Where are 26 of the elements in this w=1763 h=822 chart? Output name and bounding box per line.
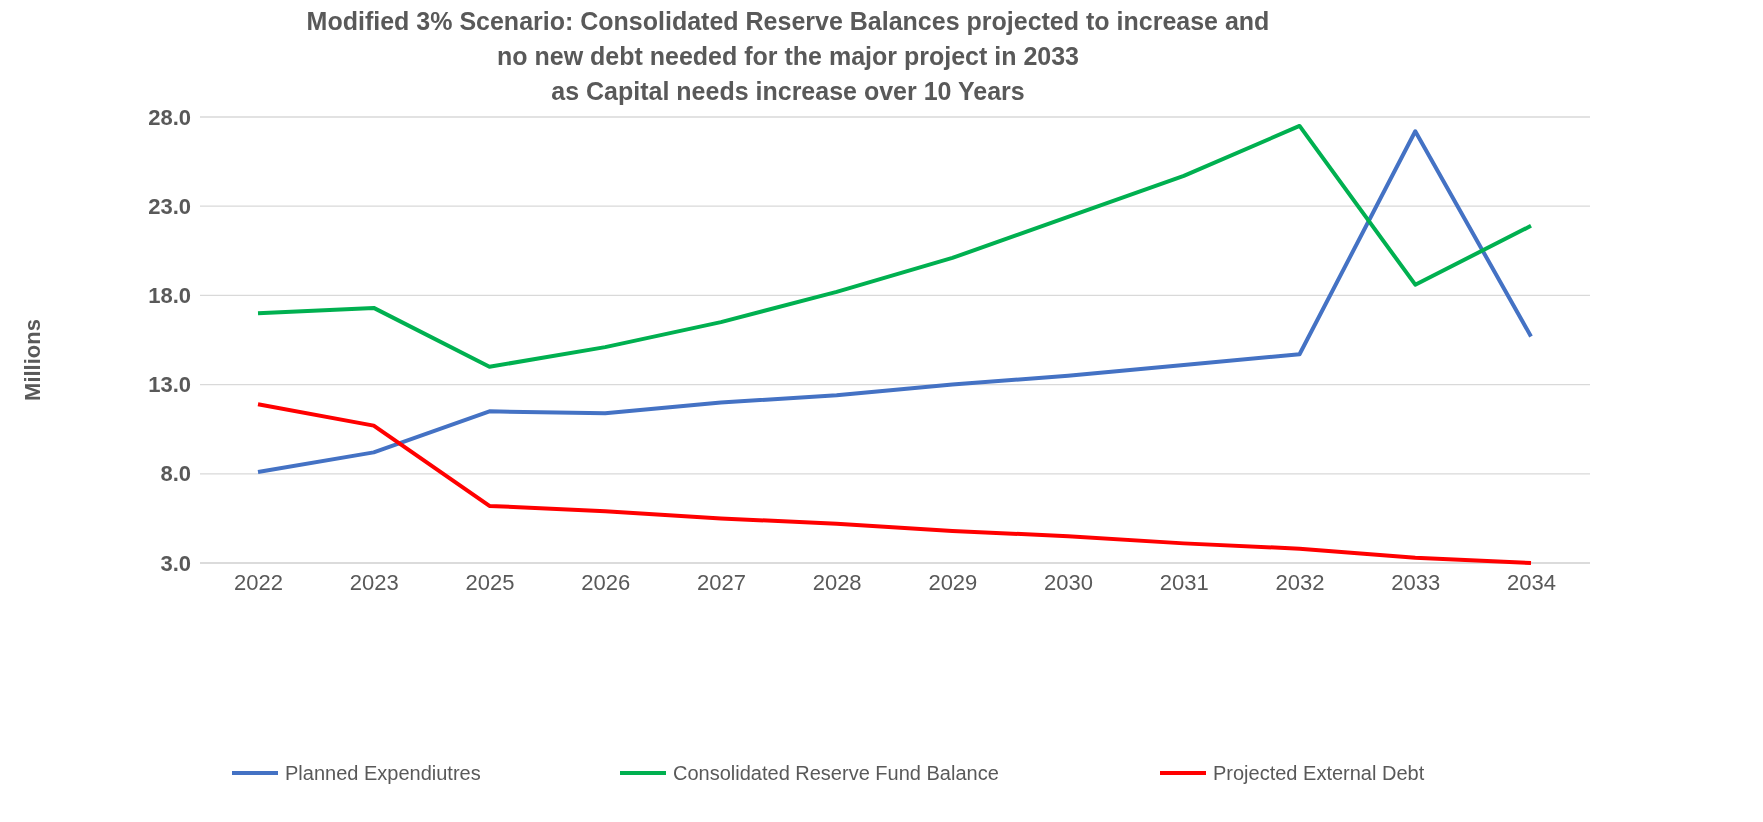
y-tick-label: 8.0 [160,461,191,487]
y-tick-label: 13.0 [148,372,191,398]
legend-label: Projected External Debt [1213,762,1425,784]
y-tick-label: 28.0 [148,104,191,130]
legend-label: Consolidated Reserve Fund Balance [673,762,999,784]
x-tick-label: 2029 [928,570,978,595]
x-tick-label: 2034 [1507,570,1556,595]
x-tick-label: 2025 [465,570,515,595]
y-tick-label: 23.0 [148,193,191,219]
y-tick-label: 18.0 [148,282,191,308]
x-tick-label: 2033 [1391,570,1441,595]
x-tick-label: 2026 [581,570,631,595]
line-series [256,129,1533,475]
y-axis-title: Millions [20,319,45,401]
y-tick-label: 3.0 [160,550,191,576]
x-tick-label: 2027 [696,570,746,595]
line-series [256,123,1533,369]
x-tick-label: 2023 [349,570,399,595]
legend-label: Planned Expendiutres [285,762,481,784]
x-tick-label: 2032 [1275,570,1325,595]
chart-title: Modified 3% Scenario: Consolidated Reserve Balances projected to increase and no new debt needed for the major project in 2033 as Capital needs increase over 10 Years [306,7,1270,105]
x-tick-label: 2022 [234,570,283,595]
line-series [256,402,1533,565]
x-tick-label: 2030 [1044,570,1094,595]
x-tick-label: 2028 [812,570,862,595]
x-tick-label: 2031 [1159,570,1209,595]
